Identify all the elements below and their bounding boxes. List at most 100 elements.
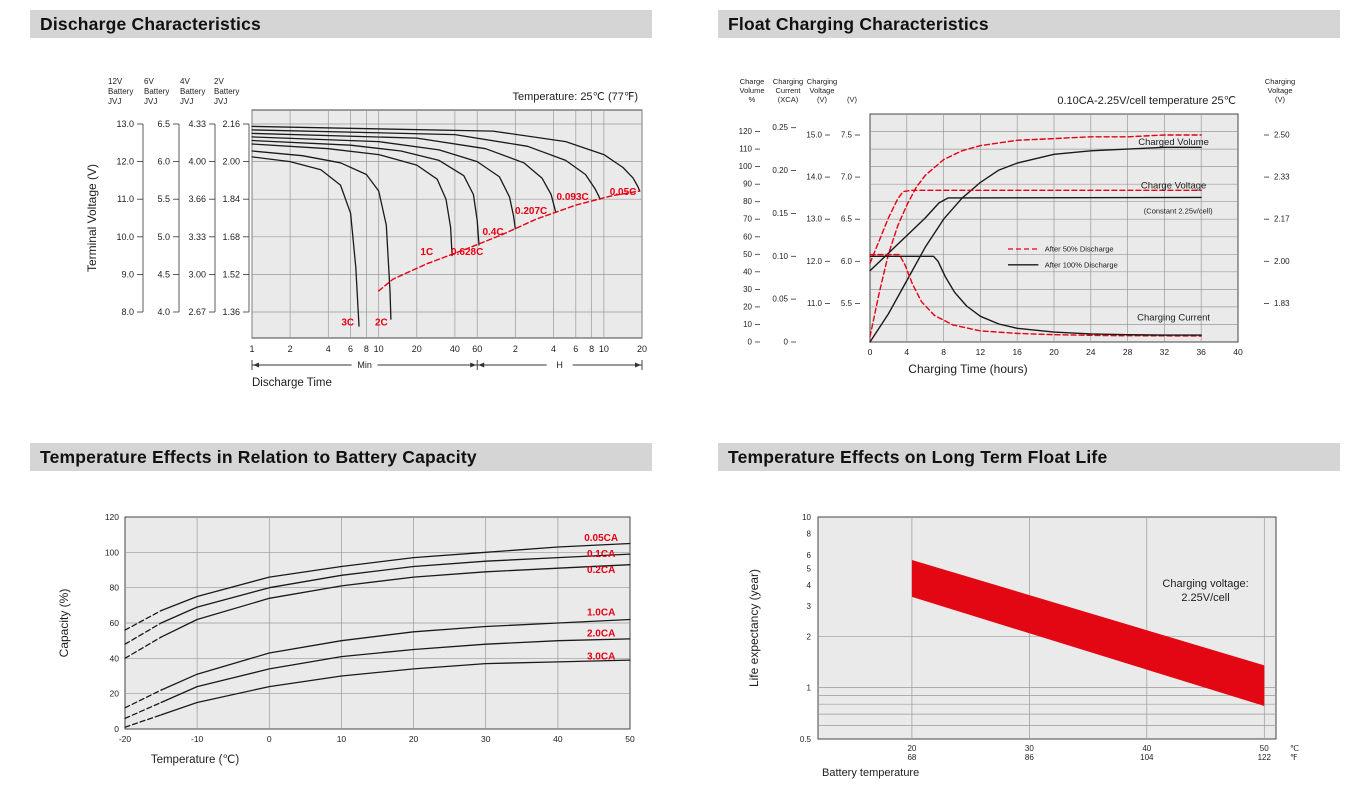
- discharge-characteristics-chart: 12VBatteryJVJ13.012.011.010.09.08.06VBat…: [85, 77, 647, 389]
- svg-text:12V: 12V: [108, 77, 123, 86]
- svg-text:2V: 2V: [214, 77, 224, 86]
- svg-text:2.00: 2.00: [222, 157, 240, 167]
- svg-text:120: 120: [739, 127, 753, 136]
- svg-text:4: 4: [904, 347, 909, 357]
- float-life-chart: 206830864010450122℃℉1086543210.5Charging…: [747, 513, 1299, 779]
- svg-text:Temperature: 25℃ (77℉): Temperature: 25℃ (77℉): [512, 91, 638, 103]
- svg-text:Terminal Voltage (V): Terminal Voltage (V): [85, 164, 99, 272]
- svg-text:0.10: 0.10: [772, 252, 788, 261]
- svg-text:11.0: 11.0: [117, 194, 134, 204]
- svg-text:%: %: [749, 95, 756, 104]
- svg-text:3.66: 3.66: [188, 194, 206, 204]
- svg-text:2.0CA: 2.0CA: [587, 629, 615, 640]
- svg-text:15.0: 15.0: [806, 131, 822, 140]
- svg-text:10: 10: [337, 734, 347, 744]
- svg-text:8: 8: [807, 530, 812, 539]
- svg-text:Current: Current: [775, 86, 801, 95]
- svg-text:0.15: 0.15: [772, 209, 788, 218]
- svg-text:3C: 3C: [341, 318, 354, 329]
- temperature-capacity-chart: 0 20 40 60 80 100 120 -20 -10 0 10 20 30 40 50 0.05CA 0.…: [57, 512, 635, 766]
- svg-text:20: 20: [743, 302, 752, 311]
- section-title-temperature-capacity: Temperature Effects in Relation to Batte…: [40, 447, 477, 467]
- svg-text:Battery temperature: Battery temperature: [822, 767, 919, 779]
- svg-text:0.2CA: 0.2CA: [587, 565, 615, 576]
- svg-text:Charge Voltage: Charge Voltage: [1141, 180, 1207, 191]
- svg-text:12.0: 12.0: [806, 257, 822, 266]
- svg-text:70: 70: [743, 215, 752, 224]
- svg-text:(V): (V): [1275, 95, 1286, 104]
- svg-text:℉: ℉: [1290, 753, 1298, 762]
- svg-text:Battery: Battery: [214, 87, 239, 96]
- svg-text:6: 6: [807, 551, 812, 560]
- svg-text:40: 40: [450, 344, 460, 354]
- svg-text:1.68: 1.68: [222, 232, 240, 242]
- svg-text:2.16: 2.16: [222, 119, 240, 129]
- svg-text:20: 20: [412, 344, 422, 354]
- svg-text:Charging voltage:: Charging voltage:: [1162, 578, 1248, 590]
- section-title-bar: Temperature Effects in Relation to Batte…: [30, 443, 652, 471]
- svg-text:5: 5: [807, 564, 812, 573]
- svg-text:Battery: Battery: [180, 87, 205, 96]
- section-title-float-charging: Float Charging Characteristics: [728, 14, 989, 34]
- svg-text:30: 30: [481, 734, 491, 744]
- svg-text:Battery: Battery: [144, 87, 169, 96]
- svg-text:2.33: 2.33: [1274, 173, 1290, 182]
- svg-text:4V: 4V: [180, 77, 190, 86]
- svg-text:36: 36: [1196, 347, 1206, 357]
- svg-text:90: 90: [743, 180, 752, 189]
- svg-text:3.00: 3.00: [188, 269, 206, 279]
- svg-text:JVJ: JVJ: [214, 97, 227, 106]
- svg-text:3.33: 3.33: [188, 232, 206, 242]
- svg-text:2.00: 2.00: [1274, 257, 1290, 266]
- svg-text:40: 40: [110, 653, 120, 663]
- svg-text:8: 8: [941, 347, 946, 357]
- svg-text:0.1CA: 0.1CA: [587, 549, 615, 560]
- svg-text:0.05C: 0.05C: [610, 187, 637, 198]
- svg-text:1.84: 1.84: [222, 194, 240, 204]
- svg-text:104: 104: [1140, 753, 1154, 762]
- svg-text:Life expectancy (year): Life expectancy (year): [747, 569, 761, 687]
- svg-text:3.0CA: 3.0CA: [587, 652, 615, 663]
- svg-text:4.33: 4.33: [188, 119, 206, 129]
- svg-text:60: 60: [472, 344, 482, 354]
- svg-text:2: 2: [513, 344, 518, 354]
- svg-text:8: 8: [589, 344, 594, 354]
- svg-text:40: 40: [1233, 347, 1243, 357]
- svg-text:4.00: 4.00: [188, 157, 206, 167]
- svg-text:2.67: 2.67: [188, 307, 206, 317]
- svg-text:0: 0: [267, 734, 272, 744]
- svg-text:Battery: Battery: [108, 87, 133, 96]
- svg-text:100: 100: [739, 162, 753, 171]
- svg-text:4: 4: [807, 581, 812, 590]
- svg-text:0: 0: [114, 724, 119, 734]
- svg-text:4.0: 4.0: [157, 307, 170, 317]
- svg-text:0.4C: 0.4C: [482, 227, 503, 238]
- svg-text:2.25V/cell: 2.25V/cell: [1181, 592, 1229, 604]
- svg-text:2.50: 2.50: [1274, 131, 1290, 140]
- svg-text:6.5: 6.5: [157, 119, 170, 129]
- svg-text:10: 10: [374, 344, 384, 354]
- svg-text:6.5: 6.5: [841, 215, 853, 224]
- svg-text:JVJ: JVJ: [180, 97, 193, 106]
- svg-text:(XCA): (XCA): [778, 95, 799, 104]
- section-title-bar: Temperature Effects on Long Term Float L…: [718, 443, 1340, 471]
- svg-text:Charging: Charging: [1265, 77, 1295, 86]
- svg-text:℃: ℃: [1290, 744, 1299, 753]
- svg-text:50: 50: [743, 250, 752, 259]
- svg-text:4.5: 4.5: [157, 269, 170, 279]
- svg-text:0.628C: 0.628C: [451, 247, 483, 258]
- svg-text:120: 120: [105, 512, 119, 522]
- svg-text:40: 40: [553, 734, 563, 744]
- svg-text:20: 20: [110, 689, 120, 699]
- svg-text:0: 0: [784, 338, 789, 347]
- panel-float-life: Temperature Effects on Long Term Float L…: [718, 443, 1340, 782]
- svg-text:8.0: 8.0: [121, 307, 134, 317]
- svg-text:100: 100: [105, 547, 119, 557]
- svg-text:Volume: Volume: [739, 86, 764, 95]
- svg-text:1C: 1C: [420, 247, 433, 258]
- svg-text:0.20: 0.20: [772, 166, 788, 175]
- svg-text:10: 10: [599, 344, 609, 354]
- svg-text:40: 40: [1142, 744, 1151, 753]
- svg-text:0.05: 0.05: [772, 295, 788, 304]
- panel-float-charging: Float Charging Characteristics 0 4 8 12 16 20…: [718, 10, 1340, 379]
